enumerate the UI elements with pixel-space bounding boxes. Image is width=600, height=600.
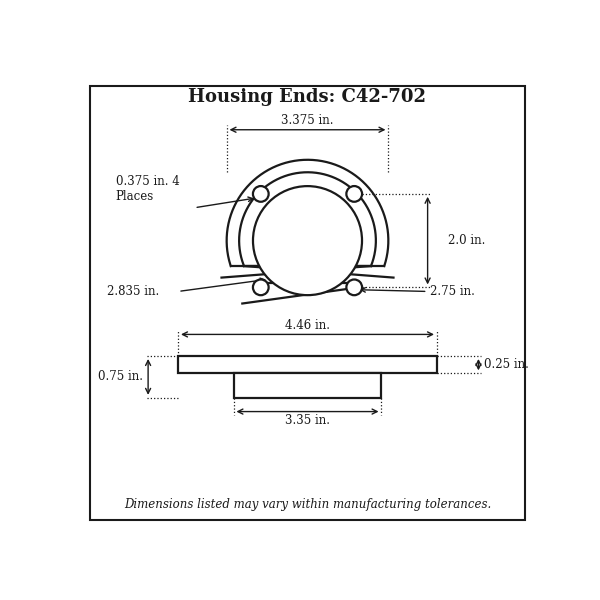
Text: Housing Ends: C42-702: Housing Ends: C42-702 — [188, 88, 427, 106]
Text: 0.375 in. 4
Places: 0.375 in. 4 Places — [116, 175, 179, 203]
Text: 3.375 in.: 3.375 in. — [281, 114, 334, 127]
Text: 2.0 in.: 2.0 in. — [448, 234, 486, 247]
Circle shape — [253, 186, 362, 295]
Circle shape — [253, 186, 269, 202]
Text: 2.75 in.: 2.75 in. — [430, 285, 475, 298]
Circle shape — [346, 186, 362, 202]
Bar — [178, 356, 437, 373]
Text: 4.46 in.: 4.46 in. — [285, 319, 330, 332]
Text: 0.75 in.: 0.75 in. — [98, 370, 143, 383]
Text: 2.835 in.: 2.835 in. — [107, 285, 159, 298]
Polygon shape — [227, 160, 388, 266]
Text: 3.35 in.: 3.35 in. — [285, 415, 330, 427]
Text: 0.25 in.: 0.25 in. — [484, 358, 529, 371]
Circle shape — [253, 280, 269, 295]
Circle shape — [346, 280, 362, 295]
Text: Dimensions listed may vary within manufacturing tolerances.: Dimensions listed may vary within manufa… — [124, 499, 491, 511]
Bar — [233, 373, 382, 398]
